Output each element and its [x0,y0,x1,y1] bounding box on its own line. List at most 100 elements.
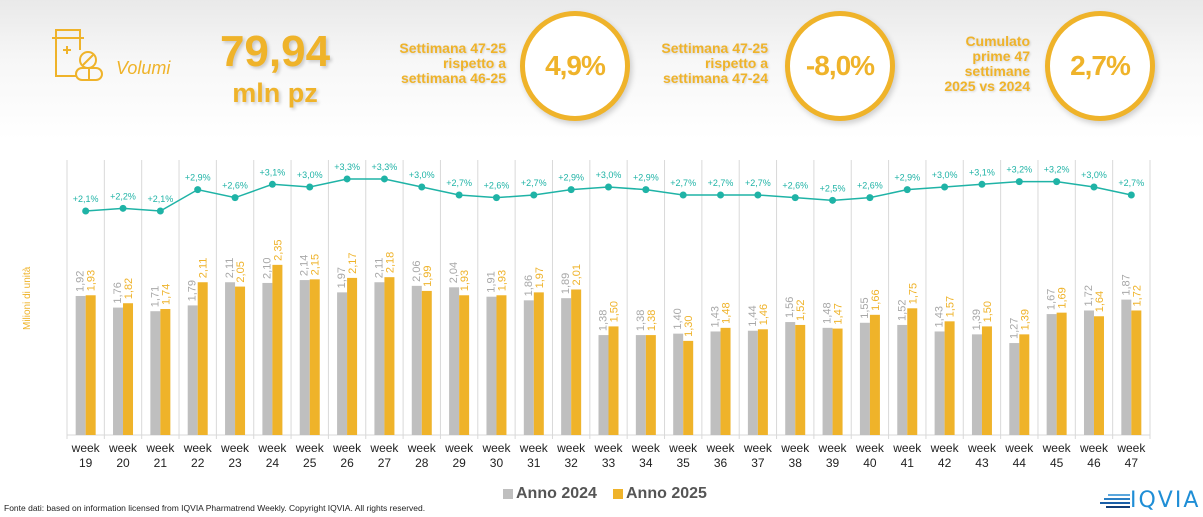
growth-point [1127,191,1135,199]
growth-label: +3,2% [1044,165,1070,175]
value-label-2024: 1,39 [971,309,983,330]
bar-2025 [571,289,582,435]
growth-label: +3,0% [932,170,958,180]
bar-2025 [421,290,432,435]
x-tick-label-number: 46 [1087,456,1101,470]
value-label-2024: 1,38 [635,310,647,331]
total-volume-value: 79,94 [219,27,331,76]
bar-2024 [635,335,646,435]
growth-label: +2,9% [894,173,920,183]
kpi-label-line: Cumulato [965,33,1030,49]
weekly-volume-chart: 1,92 1,931,76 1,82 1,71 1,74 1,792,11 2,11 2,05… [66,160,1151,470]
growth-point [194,186,202,194]
x-tick-label-week: week [183,441,213,455]
growth-label: +3,1% [260,167,286,177]
kpi-cumulative-circle: 2,7% [1045,11,1155,121]
x-tick-label-number: 44 [1013,456,1027,470]
x-tick-label-week: week [332,441,362,455]
kpi-weekly-value: 4,9% [545,50,606,81]
x-tick-label-number: 36 [714,456,728,470]
kpi-label-line: Settimana 47-25 [661,40,768,56]
x-tick-label-week: week [743,441,773,455]
value-label-2025: 1,74 [160,284,172,305]
x-tick-label-number: 39 [826,456,840,470]
bar-2025 [907,308,918,435]
value-label-2025: 2,18 [384,252,396,273]
bar-2024 [1083,310,1094,435]
bar-2025 [1093,316,1104,435]
bar-2025 [683,340,694,435]
bar-2024 [859,322,870,435]
legend-item-2025: Anno 2025 [613,485,707,503]
growth-label: +3,3% [372,162,398,172]
growth-label: +3,3% [334,162,360,172]
bar-value-labels: 1,92 1,931,76 1,82 1,71 1,74 1,792,11 2,11 2,05… [75,239,1144,339]
growth-label: +2,6% [857,181,883,191]
bar-2024 [187,305,198,435]
value-label-2024: 1,55 [859,297,871,318]
x-tick-label-number: 24 [266,456,280,470]
value-label-2025: 1,30 [683,315,695,336]
value-label-2025: 1,52 [795,300,807,321]
value-label-2024: 1,76 [112,282,124,303]
bar-2025 [757,329,768,435]
bar-2025 [795,324,806,435]
value-label-2024: 1,43 [934,306,946,327]
value-label-2024: 2,04 [448,262,460,283]
growth-label: +3,0% [409,170,435,180]
bar-2025 [235,286,246,435]
growth-point [306,183,314,191]
x-tick-label-number: 28 [415,456,429,470]
x-tick-label-week: week [444,441,474,455]
growth-point [119,204,127,212]
x-tick-label-number: 21 [154,456,168,470]
bar-2024 [1046,314,1057,435]
growth-label: +2,7% [446,178,472,188]
value-label-2024: 1,79 [187,280,199,301]
bar-2024 [747,330,758,435]
cumulative-growth-line: +2,1% +2,2% +2,1% +2,9% +2,6% +3,1% +3,0% +3,3%… [73,162,1144,215]
bar-2025 [160,309,171,435]
bar-2025 [533,292,544,435]
kpi-label-line: Settimana 47-25 [399,40,506,56]
x-tick-label-number: 43 [975,456,989,470]
x-tick-label-number: 45 [1050,456,1064,470]
bar-2024 [934,331,945,435]
x-tick-label-number: 31 [527,456,541,470]
growth-point [791,194,799,202]
bar-2024 [1009,343,1020,435]
value-label-2025: 1,99 [422,266,434,287]
value-label-2025: 2,05 [235,261,247,282]
value-label-2024: 1,92 [75,271,87,292]
growth-point [455,191,463,199]
x-tick-label-week: week [145,441,175,455]
value-label-2024: 1,71 [149,286,161,307]
growth-label: +3,2% [1006,165,1032,175]
growth-label: +3,0% [297,170,323,180]
kpi-label-line: 2025 vs 2024 [944,78,1030,94]
x-tick-label-week: week [220,441,250,455]
x-tick-label-week: week [855,441,885,455]
iqvia-logo: IQVIA [1100,488,1200,513]
value-label-2025: 1,75 [907,283,919,304]
value-label-2025: 1,47 [833,303,845,324]
iqvia-logo-text: IQVIA [1130,488,1201,513]
value-label-2024: 1,89 [560,273,572,294]
gridlines [66,160,1151,439]
value-label-2024: 1,52 [896,300,908,321]
growth-label: +2,6% [484,181,510,191]
growth-point [605,183,612,191]
bars [75,264,1142,435]
value-label-2025: 1,48 [721,302,733,323]
growth-label: +3,1% [969,167,995,177]
growth-point [156,207,164,215]
growth-label: +2,1% [73,194,99,204]
value-label-2025: 2,15 [310,254,322,275]
growth-label: +2,9% [185,173,211,183]
x-tick-label-week: week [1042,441,1072,455]
x-tick-label-number: 38 [789,456,803,470]
growth-label: +2,7% [670,178,696,188]
value-label-2025: 1,57 [945,296,957,317]
bar-2025 [85,295,96,435]
bar-2024 [411,285,422,435]
